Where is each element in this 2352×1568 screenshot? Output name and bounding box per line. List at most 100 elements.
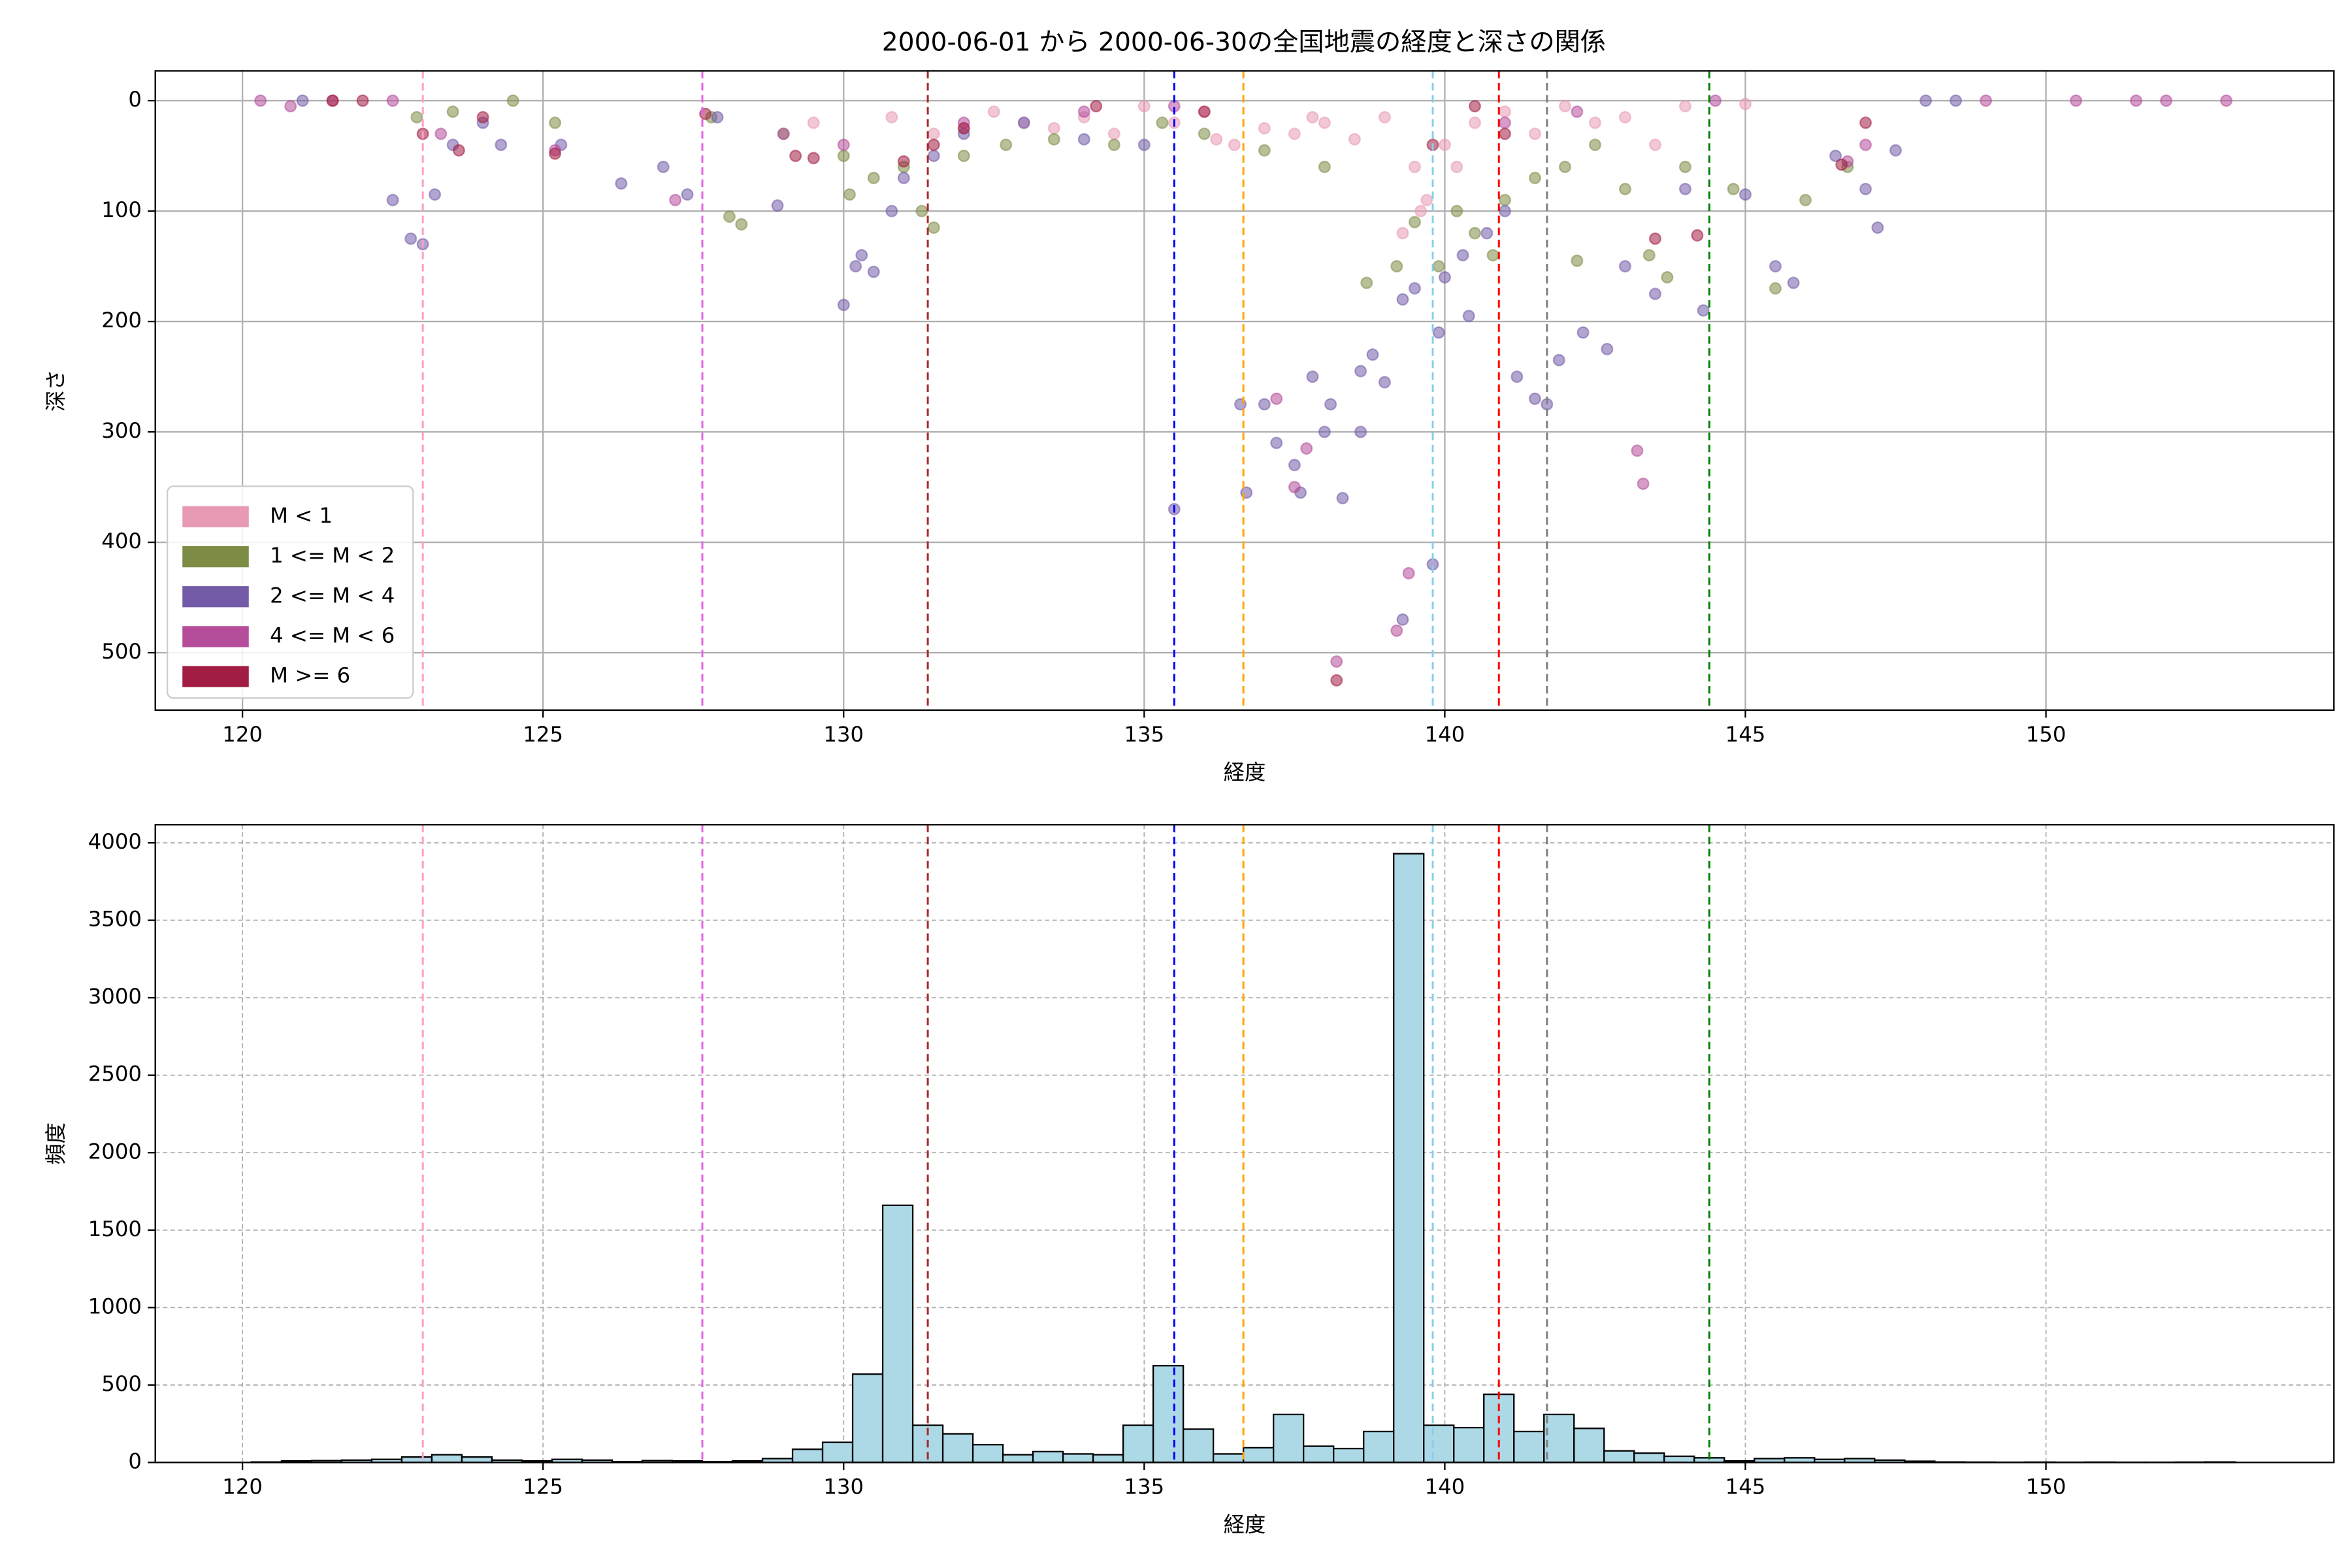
scatter-point bbox=[1835, 158, 1848, 171]
x-tick-label: 140 bbox=[1425, 722, 1465, 747]
scatter-point bbox=[1300, 442, 1313, 455]
scatter-point bbox=[771, 199, 784, 212]
x-tick-label: 135 bbox=[1124, 1475, 1165, 1499]
histogram-bar bbox=[1273, 1413, 1305, 1463]
y-tick-label: 1500 bbox=[88, 1217, 142, 1241]
scatter-point bbox=[1354, 425, 1367, 438]
scatter-point bbox=[1468, 116, 1481, 129]
legend-label: 4 <= M < 6 bbox=[270, 623, 395, 647]
scatter-point bbox=[957, 150, 970, 163]
scatter-point bbox=[1258, 122, 1271, 135]
scatter-point bbox=[1258, 144, 1271, 157]
scatter-point bbox=[1679, 161, 1691, 173]
scatter-point bbox=[1571, 254, 1584, 267]
scatter-point bbox=[867, 265, 880, 278]
scatter-point bbox=[807, 116, 820, 129]
x-axis-label: 経度 bbox=[1224, 760, 1266, 785]
scatter-point bbox=[1336, 491, 1349, 504]
legend-label: M >= 6 bbox=[270, 663, 350, 688]
histogram-bar bbox=[821, 1441, 854, 1463]
scatter-point bbox=[789, 150, 802, 163]
histogram-bar bbox=[1363, 1430, 1395, 1463]
scatter-point bbox=[1950, 94, 1962, 107]
scatter-point bbox=[1090, 100, 1103, 113]
scatter-point bbox=[1306, 370, 1319, 384]
scatter-point bbox=[1000, 139, 1013, 152]
histogram-bar bbox=[1393, 853, 1425, 1463]
scatter-point bbox=[434, 127, 448, 140]
scatter-point bbox=[1588, 116, 1601, 129]
scatter-point bbox=[410, 110, 423, 123]
scatter-point bbox=[1558, 161, 1571, 173]
x-axis-label: 経度 bbox=[1224, 1512, 1266, 1537]
histogram-bar bbox=[1032, 1450, 1064, 1463]
scatter-point bbox=[1727, 182, 1740, 195]
scatter-point bbox=[1228, 139, 1241, 152]
scatter-point bbox=[837, 150, 850, 163]
scatter-point bbox=[1408, 216, 1421, 229]
scatter-point bbox=[1432, 326, 1445, 339]
legend-swatch bbox=[182, 626, 249, 647]
scatter-point bbox=[1360, 276, 1373, 289]
scatter-point bbox=[1558, 100, 1571, 113]
histogram-bar bbox=[1663, 1455, 1695, 1463]
scatter-point bbox=[885, 204, 898, 218]
scatter-point bbox=[1691, 229, 1704, 242]
scatter-point bbox=[1414, 204, 1428, 218]
scatter-point bbox=[326, 94, 339, 107]
scatter-point bbox=[1528, 392, 1541, 405]
scatter-point bbox=[1330, 674, 1343, 687]
scatter-point bbox=[549, 116, 562, 129]
scatter-point bbox=[1739, 97, 1752, 110]
scatter-point bbox=[777, 127, 790, 140]
scatter-point bbox=[1486, 249, 1499, 262]
chart-title: 2000-06-01 から 2000-06-30の全国地震の経度と深さの関係 bbox=[882, 27, 1606, 57]
y-tick-label: 4000 bbox=[88, 829, 142, 854]
scatter-point bbox=[1348, 133, 1361, 146]
scatter-point bbox=[1498, 127, 1511, 140]
scatter-point bbox=[1390, 624, 1403, 637]
x-tick-label: 150 bbox=[2026, 722, 2066, 747]
scatter-point bbox=[1528, 171, 1541, 184]
histogram-bar bbox=[851, 1373, 884, 1463]
x-tick-label: 135 bbox=[1124, 722, 1165, 747]
histogram-bar bbox=[1152, 1365, 1184, 1463]
y-axis-label: 頻度 bbox=[44, 1122, 69, 1165]
histogram-bar bbox=[1573, 1428, 1605, 1463]
y-tick-label: 0 bbox=[128, 87, 142, 112]
scatter-point bbox=[897, 171, 910, 184]
scatter-point bbox=[1588, 139, 1601, 152]
y-tick-label: 300 bbox=[101, 418, 142, 443]
scatter-point bbox=[1576, 326, 1590, 339]
scatter-point bbox=[1137, 139, 1151, 152]
x-tick-label: 120 bbox=[222, 1475, 263, 1499]
histogram-bar bbox=[1633, 1452, 1665, 1463]
scatter-point bbox=[843, 188, 856, 201]
scatter-point bbox=[615, 177, 628, 190]
scatter-point bbox=[1648, 232, 1661, 245]
scatter-point bbox=[1258, 398, 1271, 411]
scatter-point bbox=[1396, 227, 1409, 240]
histogram-bar bbox=[1002, 1454, 1034, 1463]
scatter-point bbox=[957, 122, 970, 135]
scatter-point bbox=[1396, 293, 1409, 306]
scatter-point bbox=[1408, 161, 1421, 173]
legend-swatch bbox=[182, 586, 249, 608]
scatter-point bbox=[1679, 182, 1691, 195]
scatter-point bbox=[681, 188, 694, 201]
scatter-point bbox=[1511, 370, 1524, 384]
scatter-point bbox=[549, 147, 562, 160]
scatter-point bbox=[495, 139, 508, 152]
y-axis-label: 深さ bbox=[44, 369, 69, 412]
y-tick-label: 400 bbox=[101, 529, 142, 553]
histogram-bar bbox=[1453, 1426, 1485, 1463]
scatter-point bbox=[1288, 481, 1301, 494]
scatter-point bbox=[1642, 249, 1656, 262]
scatter-point bbox=[1709, 94, 1722, 107]
scatter-point bbox=[927, 127, 940, 140]
scatter-point bbox=[1318, 116, 1331, 129]
scatter-point bbox=[2070, 94, 2083, 107]
histogram-bar bbox=[400, 1456, 433, 1463]
x-tick-label: 130 bbox=[823, 722, 864, 747]
